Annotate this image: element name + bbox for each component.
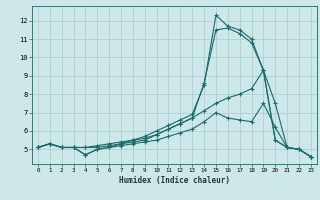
X-axis label: Humidex (Indice chaleur): Humidex (Indice chaleur)	[119, 176, 230, 185]
